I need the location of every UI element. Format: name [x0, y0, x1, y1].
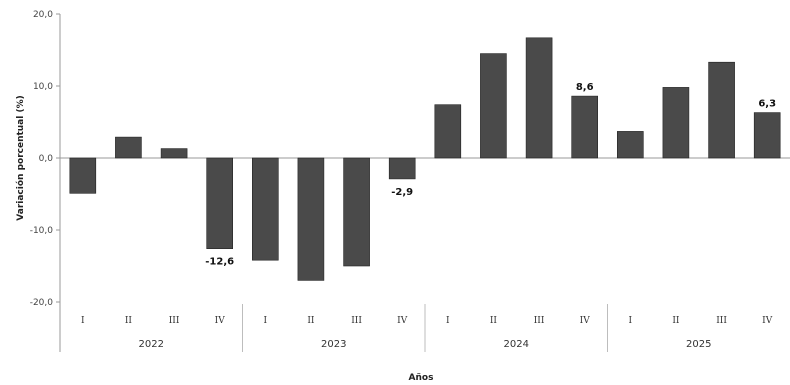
y-tick-label: -10,0: [30, 226, 54, 236]
bar: [160, 148, 188, 159]
bar: [115, 136, 142, 159]
y-axis-title: Variación porcentual (%): [15, 95, 26, 220]
x-axis-title: Años: [409, 373, 434, 383]
x-tick-label: IV: [580, 316, 591, 326]
y-tick-label: 0,0: [39, 154, 54, 164]
data-label: 6,3: [758, 99, 776, 110]
x-tick-label: IV: [215, 316, 226, 326]
bar: [753, 112, 781, 159]
x-tick-label: III: [351, 316, 362, 326]
x-tick-label: II: [672, 316, 680, 326]
x-tick-label: II: [307, 316, 315, 326]
x-tick-label: I: [81, 316, 85, 326]
x-tick-label: IV: [397, 316, 408, 326]
x-group-label: 2025: [686, 339, 711, 350]
x-group-label: 2024: [504, 339, 529, 350]
x-group-label: 2023: [321, 339, 346, 350]
y-axis-title-group: Variación porcentual (%): [15, 95, 26, 220]
data-label: -2,9: [391, 187, 413, 198]
bar: [297, 157, 325, 281]
bar: [252, 157, 279, 261]
y-tick-label: 10,0: [33, 82, 53, 92]
data-label: 8,6: [576, 82, 594, 93]
data-label: -12,6: [205, 257, 234, 268]
y-tick-label: -20,0: [30, 298, 54, 308]
bar: [571, 95, 599, 159]
bar: [343, 157, 370, 267]
bar: [69, 157, 97, 194]
bar: [388, 157, 416, 180]
bar: [616, 131, 644, 159]
x-tick-label: III: [534, 316, 545, 326]
x-tick-label: III: [169, 316, 180, 326]
x-tick-label: II: [125, 316, 133, 326]
y-tick-label: 20,0: [33, 10, 53, 20]
bar: [480, 53, 507, 159]
x-tick-label: I: [264, 316, 268, 326]
x-tick-label: IV: [762, 316, 773, 326]
x-tick-label: III: [716, 316, 727, 326]
x-tick-label: I: [629, 316, 633, 326]
bar: [662, 87, 690, 159]
bar: [434, 104, 462, 159]
bar: [708, 61, 735, 159]
bar: [206, 157, 233, 249]
x-tick-label: II: [490, 316, 498, 326]
x-tick-label: I: [446, 316, 450, 326]
x-group-label: 2022: [139, 339, 164, 350]
bar: [525, 37, 553, 159]
